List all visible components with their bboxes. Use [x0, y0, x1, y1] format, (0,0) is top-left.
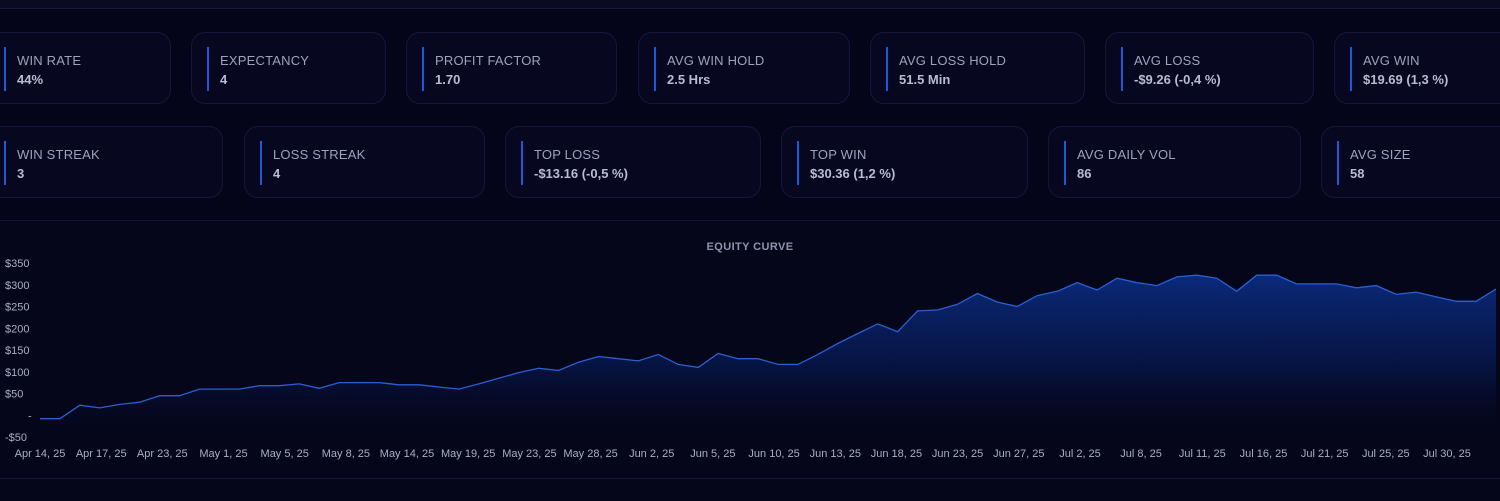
- card-accent-bar: [1121, 47, 1123, 91]
- stat-label: WIN RATE: [17, 53, 82, 68]
- x-tick-label: Jul 16, 25: [1240, 448, 1288, 460]
- x-tick-label: May 1, 25: [199, 448, 247, 460]
- stat-card-avg-loss-hold: AVG LOSS HOLD 51.5 Min: [870, 32, 1085, 104]
- y-tick-label: $150: [5, 345, 29, 357]
- card-accent-bar: [207, 47, 209, 91]
- card-accent-bar: [422, 47, 424, 91]
- top-border: [0, 0, 1500, 9]
- x-tick-label: Apr 14, 25: [15, 448, 66, 460]
- y-axis: $350 $300 $250 $200 $150 $100 $50--$50: [5, 258, 32, 444]
- x-tick-label: May 14, 25: [380, 448, 434, 460]
- x-tick-label: Jun 10, 25: [748, 448, 799, 460]
- stat-label: AVG SIZE: [1350, 147, 1411, 162]
- x-tick-label: Jun 13, 25: [810, 448, 861, 460]
- card-accent-bar: [4, 141, 6, 185]
- x-tick-label: Jun 27, 25: [993, 448, 1044, 460]
- stat-value: 51.5 Min: [899, 72, 951, 87]
- x-tick-label: Jul 2, 25: [1059, 448, 1101, 460]
- card-accent-bar: [654, 47, 656, 91]
- x-tick-label: May 5, 25: [261, 448, 309, 460]
- stat-card-win-streak: WIN STREAK 3: [0, 126, 223, 198]
- y-tick-label: -: [28, 410, 32, 422]
- stat-label: TOP LOSS: [534, 147, 601, 162]
- stat-value: 58: [1350, 166, 1365, 181]
- stat-label: LOSS STREAK: [273, 147, 366, 162]
- card-accent-bar: [1337, 141, 1339, 185]
- card-accent-bar: [4, 47, 6, 91]
- chart-title: EQUITY CURVE: [706, 241, 794, 253]
- stat-value: 1.70: [435, 72, 461, 87]
- stat-card-expectancy: EXPECTANCY 4: [191, 32, 386, 104]
- stat-value: 86: [1077, 166, 1092, 181]
- stat-card-avg-daily-vol: AVG DAILY VOL 86: [1048, 126, 1301, 198]
- stat-value: -$9.26 (-0,4 %): [1134, 72, 1221, 87]
- stat-value: $30.36 (1,2 %): [810, 166, 896, 181]
- stat-card-top-win: TOP WIN $30.36 (1,2 %): [781, 126, 1028, 198]
- x-tick-label: Jun 18, 25: [871, 448, 922, 460]
- stat-label: AVG LOSS: [1134, 53, 1201, 68]
- x-tick-label: Jun 2, 25: [629, 448, 674, 460]
- x-tick-label: Jul 21, 25: [1301, 448, 1349, 460]
- card-accent-bar: [1064, 141, 1066, 185]
- y-tick-label: $250: [5, 302, 29, 314]
- x-tick-label: Jul 8, 25: [1120, 448, 1162, 460]
- card-accent-bar: [260, 141, 262, 185]
- y-tick-label: $50: [5, 389, 23, 401]
- y-tick-label: $100: [5, 367, 29, 379]
- stat-card-avg-win: AVG WIN $19.69 (1,3 %): [1334, 32, 1500, 104]
- x-tick-label: Jun 23, 25: [932, 448, 983, 460]
- stat-value: 4: [273, 166, 281, 181]
- x-tick-label: Jul 25, 25: [1362, 448, 1410, 460]
- y-tick-label: $300: [5, 280, 29, 292]
- x-tick-label: Jul 30, 25: [1423, 448, 1471, 460]
- x-tick-label: Jun 5, 25: [690, 448, 735, 460]
- y-tick-label: $350: [5, 258, 29, 270]
- x-tick-label: May 28, 25: [563, 448, 617, 460]
- x-tick-label: Apr 23, 25: [137, 448, 188, 460]
- card-accent-bar: [1350, 47, 1352, 91]
- x-axis: Apr 14, 25 Apr 17, 25 Apr 23, 25 May 1, 25 M…: [15, 448, 1471, 460]
- x-tick-label: Jul 11, 25: [1179, 448, 1226, 460]
- stat-label: PROFIT FACTOR: [435, 53, 542, 68]
- card-accent-bar: [797, 141, 799, 185]
- stat-card-avg-win-hold: AVG WIN HOLD 2.5 Hrs: [638, 32, 850, 104]
- stat-label: AVG WIN HOLD: [667, 53, 765, 68]
- stat-card-avg-loss: AVG LOSS -$9.26 (-0,4 %): [1105, 32, 1314, 104]
- stat-label: EXPECTANCY: [220, 53, 310, 68]
- stat-value: 2.5 Hrs: [667, 72, 711, 87]
- stat-value: 44%: [17, 72, 44, 87]
- x-tick-label: May 8, 25: [322, 448, 370, 460]
- stat-label: WIN STREAK: [17, 147, 100, 162]
- stat-card-top-loss: TOP LOSS -$13.16 (-0,5 %): [505, 126, 761, 198]
- stat-label: AVG LOSS HOLD: [899, 53, 1007, 68]
- stat-card-win-rate: WIN RATE 44%: [0, 32, 171, 104]
- x-tick-label: May 19, 25: [441, 448, 495, 460]
- stat-value: 4: [220, 72, 228, 87]
- stat-label: AVG DAILY VOL: [1077, 147, 1176, 162]
- equity-area: [40, 275, 1496, 437]
- stat-label: AVG WIN: [1363, 53, 1420, 68]
- equity-line: [40, 274, 1497, 420]
- stat-card-profit-factor: PROFIT FACTOR 1.70: [406, 32, 617, 104]
- bottom-border: [0, 478, 1500, 501]
- card-accent-bar: [521, 141, 523, 185]
- card-accent-bar: [886, 47, 888, 91]
- stat-card-avg-size: AVG SIZE 58: [1321, 126, 1500, 198]
- x-tick-label: Apr 17, 25: [76, 448, 127, 460]
- x-tick-label: May 23, 25: [502, 448, 556, 460]
- y-tick-label: -$50: [5, 432, 27, 444]
- stat-label: TOP WIN: [810, 147, 867, 162]
- y-tick-label: $200: [5, 323, 29, 335]
- stat-card-loss-streak: LOSS STREAK 4: [244, 126, 485, 198]
- stat-value: 3: [17, 166, 25, 181]
- stat-value: -$13.16 (-0,5 %): [534, 166, 628, 181]
- stat-value: $19.69 (1,3 %): [1363, 72, 1449, 87]
